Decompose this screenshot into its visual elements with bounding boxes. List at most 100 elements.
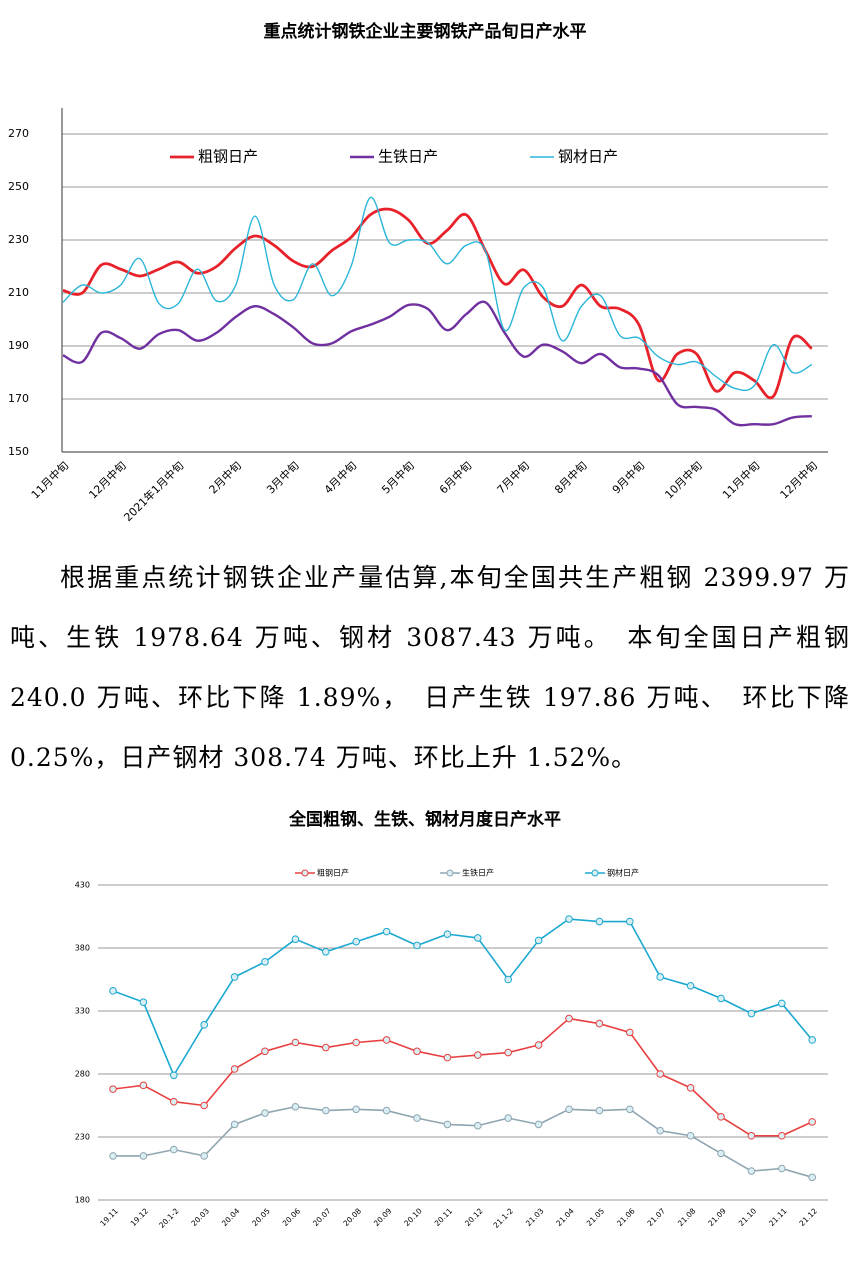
- data-point: [382, 927, 391, 936]
- x-tick-label: 20.10: [402, 1206, 424, 1228]
- data-point: [200, 1101, 208, 1110]
- y-tick-label: 430: [75, 881, 90, 890]
- x-tick-label: 11月中旬: [720, 459, 762, 501]
- data-point: [747, 1009, 756, 1018]
- y-tick-label: 270: [8, 127, 29, 140]
- data-point: [413, 941, 421, 950]
- data-point: [322, 947, 330, 956]
- data-point: [504, 975, 513, 984]
- x-tick-label: 6月中旬: [437, 459, 474, 496]
- x-tick-label: 12月中旬: [86, 459, 128, 501]
- x-tick-label: 21.07: [645, 1206, 667, 1228]
- data-point: [747, 1131, 756, 1140]
- x-tick-label: 9月中旬: [610, 459, 647, 496]
- y-tick-label: 280: [75, 1070, 90, 1079]
- legend-marker: [446, 869, 454, 877]
- data-point: [565, 1014, 573, 1023]
- x-tick-label: 10月中旬: [662, 459, 704, 501]
- x-tick-label: 2月中旬: [207, 459, 244, 496]
- data-point: [230, 1065, 239, 1073]
- x-tick-label: 20.08: [341, 1206, 363, 1228]
- data-point: [474, 1121, 482, 1130]
- x-tick-label: 21.06: [615, 1206, 637, 1228]
- data-point: [808, 1173, 817, 1182]
- data-point: [656, 973, 665, 981]
- data-point: [291, 1038, 300, 1047]
- data-point: [534, 1041, 543, 1049]
- legend-label: 粗钢日产: [198, 148, 258, 166]
- data-point: [747, 1167, 756, 1175]
- legend-marker: [591, 869, 599, 877]
- data-point: [778, 1131, 786, 1140]
- data-point: [717, 1149, 725, 1158]
- legend-label: 钢材日产: [558, 148, 618, 166]
- data-point: [534, 1120, 543, 1129]
- y-tick-label: 250: [8, 180, 29, 193]
- data-point: [626, 1028, 634, 1037]
- data-point: [474, 934, 482, 942]
- data-point: [443, 1120, 452, 1129]
- x-tick-label: 21.05: [585, 1206, 607, 1228]
- data-point: [474, 1051, 482, 1059]
- x-tick-label: 11月中旬: [29, 459, 71, 501]
- series-line: [112, 1017, 813, 1137]
- data-point: [170, 1097, 178, 1106]
- y-tick-label: 230: [75, 1133, 90, 1142]
- data-point: [443, 930, 452, 938]
- data-point: [230, 973, 239, 981]
- legend-label: 粗钢日产: [317, 868, 349, 878]
- data-point: [778, 999, 786, 1008]
- x-tick-label: 21.09: [706, 1206, 728, 1228]
- data-point: [352, 1105, 361, 1114]
- x-tick-label: 21.12: [797, 1206, 819, 1228]
- data-point: [322, 1043, 330, 1052]
- data-point: [534, 936, 543, 945]
- x-tick-label: 20.09: [372, 1206, 394, 1228]
- y-tick-label: 190: [8, 339, 29, 352]
- series-line: [62, 207, 813, 400]
- x-tick-label: 20.07: [311, 1206, 333, 1228]
- x-tick-label: 20.12: [463, 1206, 485, 1228]
- data-point: [139, 998, 148, 1006]
- x-tick-label: 21.1-2: [492, 1206, 516, 1230]
- x-tick-label: 21.08: [676, 1206, 698, 1228]
- x-tick-label: 19.12: [129, 1206, 151, 1228]
- data-point: [656, 1070, 665, 1078]
- data-point: [200, 1021, 208, 1029]
- x-tick-label: 21.03: [524, 1206, 546, 1228]
- x-tick-label: 8月中旬: [552, 459, 589, 496]
- x-tick-label: 5月中旬: [379, 459, 416, 496]
- legend-marker: [301, 869, 309, 877]
- data-point: [261, 1047, 269, 1056]
- data-point: [200, 1152, 208, 1160]
- data-point: [595, 1019, 604, 1028]
- y-tick-label: 330: [75, 1007, 90, 1016]
- data-point: [170, 1145, 178, 1154]
- data-point: [504, 1048, 513, 1057]
- x-tick-label: 20.11: [433, 1206, 455, 1228]
- data-point: [230, 1120, 239, 1129]
- paragraph: 根据重点统计钢铁企业产量估算,本旬全国共生产粗钢 2399.97 万吨、生铁 1…: [10, 563, 850, 772]
- data-point: [382, 1036, 391, 1044]
- data-point: [352, 937, 361, 946]
- y-tick-label: 230: [8, 233, 29, 246]
- y-tick-label: 210: [8, 286, 29, 299]
- data-point: [413, 1047, 421, 1056]
- chart: 重点统计钢铁企业主要钢铁产品旬日产水平 150 170 190 210 230 250 270…: [8, 21, 828, 524]
- legend-label: 钢材日产: [607, 868, 639, 878]
- x-tick-label: 20.04: [220, 1206, 242, 1228]
- x-tick-label: 21.10: [737, 1206, 759, 1228]
- data-point: [413, 1114, 421, 1122]
- data-point: [352, 1038, 361, 1047]
- data-point: [565, 915, 573, 923]
- data-point: [109, 1085, 117, 1093]
- y-tick-label: 380: [75, 944, 90, 953]
- data-point: [717, 1113, 725, 1121]
- legend-label: 生铁日产: [462, 868, 494, 878]
- series-line: [62, 196, 813, 392]
- x-tick-label: 20.05: [250, 1206, 272, 1228]
- series-line: [113, 1105, 813, 1179]
- chart-title: 重点统计钢铁企业主要钢铁产品旬日产水平: [264, 21, 587, 42]
- x-tick-label: 21.04: [554, 1206, 576, 1228]
